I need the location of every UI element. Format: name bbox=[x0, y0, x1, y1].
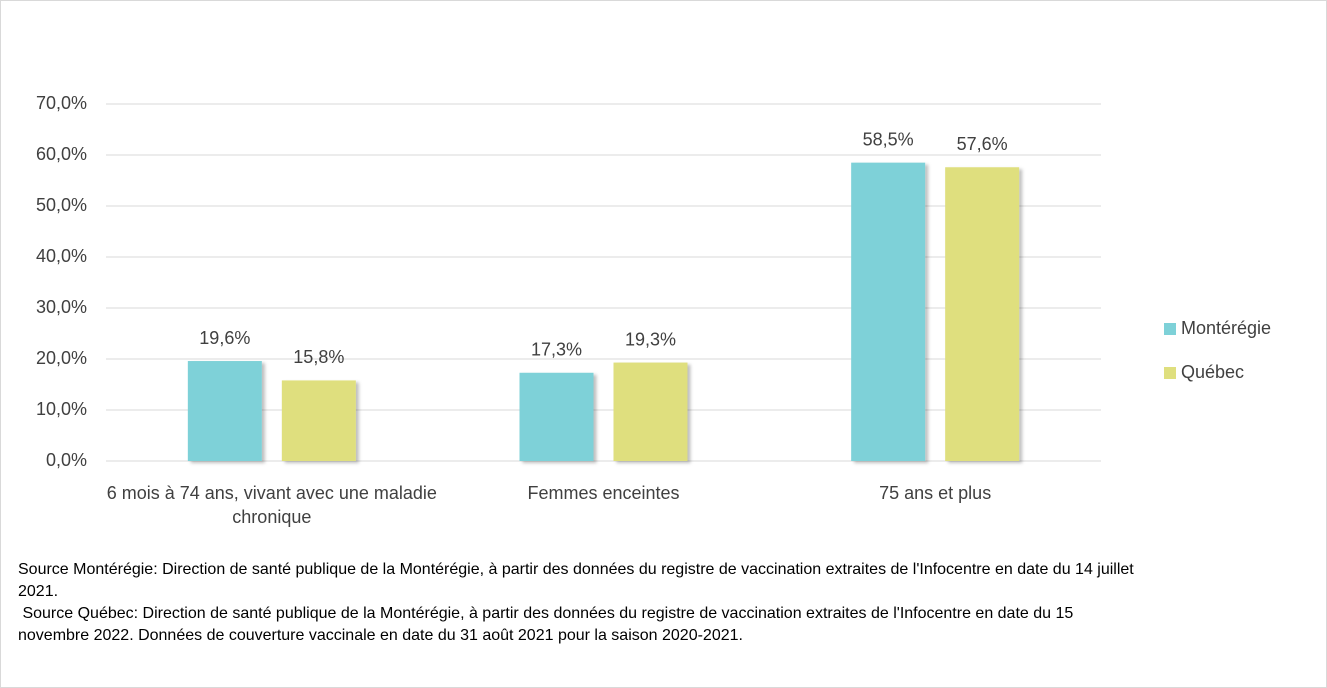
data-label: 19,6% bbox=[199, 328, 250, 348]
legend-swatch bbox=[1164, 367, 1176, 379]
y-tick-label: 40,0% bbox=[36, 246, 87, 266]
data-label: 58,5% bbox=[863, 129, 914, 149]
data-label: 17,3% bbox=[531, 340, 582, 360]
bar bbox=[613, 362, 688, 461]
legend-swatch bbox=[1164, 323, 1176, 335]
data-label: 57,6% bbox=[957, 134, 1008, 154]
y-tick-label: 0,0% bbox=[46, 450, 87, 470]
bar bbox=[851, 162, 926, 461]
data-label: 15,8% bbox=[293, 347, 344, 367]
x-tick-label: 75 ans et plus bbox=[879, 483, 992, 503]
legend-label: Québec bbox=[1181, 362, 1244, 382]
y-tick-label: 50,0% bbox=[36, 195, 87, 215]
y-tick-label: 20,0% bbox=[36, 348, 87, 368]
bar bbox=[945, 167, 1020, 462]
bar bbox=[187, 361, 262, 461]
x-tick-label: 6 mois à 74 ans, vivant avec une maladie… bbox=[106, 483, 437, 527]
x-tick-label: Femmes enceintes bbox=[527, 483, 680, 503]
legend-label: Montérégie bbox=[1181, 318, 1271, 338]
y-tick-label: 30,0% bbox=[36, 297, 87, 317]
y-tick-label: 60,0% bbox=[36, 144, 87, 164]
bar bbox=[519, 372, 594, 461]
y-tick-label: 70,0% bbox=[36, 93, 87, 113]
source-note: Source Montérégie: Direction de santé pu… bbox=[18, 561, 1139, 600]
y-tick-label: 10,0% bbox=[36, 399, 87, 419]
source-note: Source Québec: Direction de santé publiq… bbox=[18, 605, 1078, 644]
data-label: 19,3% bbox=[625, 329, 676, 349]
bar bbox=[281, 380, 356, 461]
source-notes: Source Montérégie: Direction de santé pu… bbox=[18, 559, 1148, 647]
